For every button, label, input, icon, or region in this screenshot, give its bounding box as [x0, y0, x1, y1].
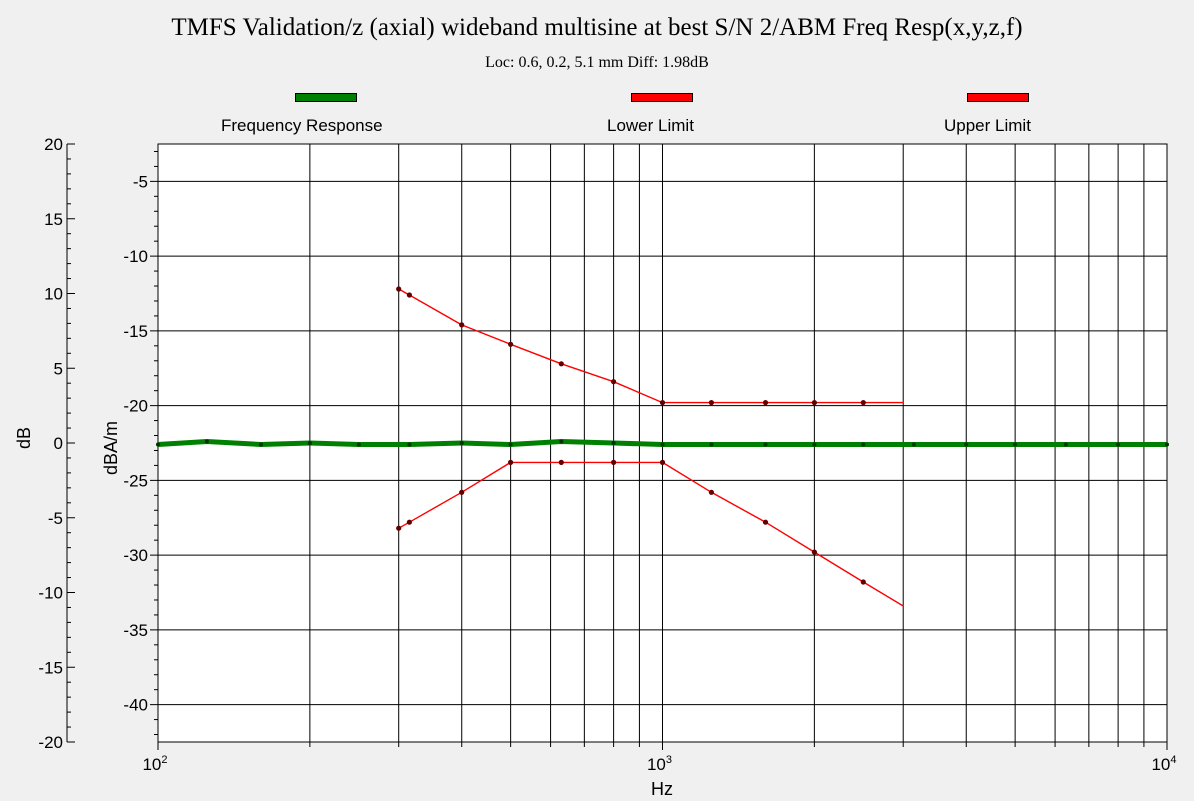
legend-label-upper-limit: Upper Limit [944, 116, 1031, 135]
data-point-upper-limit [558, 361, 564, 367]
x-axis-label: Hz [651, 779, 673, 799]
data-point-frequency-response [861, 442, 866, 447]
data-point-frequency-response [763, 442, 768, 447]
data-point-frequency-response [1013, 442, 1018, 447]
data-point-frequency-response [660, 442, 665, 447]
data-point-upper-limit [708, 400, 715, 406]
x-axis-tick-label: 104 [1151, 754, 1176, 774]
data-point-upper-limit [659, 400, 666, 406]
data-point-upper-limit [508, 341, 514, 347]
data-point-lower-limit [611, 459, 617, 465]
legend-swatch-frequency-response [295, 93, 357, 102]
left-axis-tick-label: 0 [54, 434, 63, 453]
data-point-frequency-response [812, 442, 817, 447]
legend-swatch-lower-limit [631, 93, 693, 102]
legend-label-frequency-response: Frequency Response [221, 116, 383, 135]
left-axis-tick-label: 15 [44, 210, 63, 229]
data-point-frequency-response [156, 442, 160, 447]
data-point-upper-limit [396, 286, 402, 292]
data-point-frequency-response [559, 439, 564, 444]
left-axis-label: dB [14, 427, 34, 449]
data-point-upper-limit [406, 292, 412, 298]
left-axis-tick-label: -20 [38, 733, 63, 752]
data-point-lower-limit [659, 459, 666, 465]
second-axis-tick-label: -30 [123, 546, 148, 565]
second-axis-tick-label: -10 [123, 247, 148, 266]
second-axis-tick-label: -25 [123, 471, 148, 490]
data-point-lower-limit [396, 525, 402, 531]
left-axis-tick-label: -15 [38, 658, 63, 677]
second-axis-tick-label: -15 [123, 322, 148, 341]
x-axis-tick-label: 103 [647, 754, 672, 774]
data-point-frequency-response [356, 442, 361, 447]
data-point-upper-limit [611, 379, 617, 385]
data-point-lower-limit [459, 489, 465, 495]
chart-subtitle: Loc: 0.6, 0.2, 5.1 mm Diff: 1.98dB [485, 54, 709, 71]
legend-swatch-upper-limit [967, 93, 1029, 102]
data-point-lower-limit [406, 519, 412, 525]
data-point-lower-limit [558, 459, 564, 465]
data-point-lower-limit [508, 459, 514, 465]
second-axis-tick-label: -20 [123, 397, 148, 416]
second-axis-tick-label: -35 [123, 621, 148, 640]
second-axis-label: dBA/m [101, 421, 121, 475]
data-point-frequency-response [1063, 442, 1068, 447]
data-point-lower-limit [708, 489, 715, 495]
data-point-frequency-response [407, 442, 412, 447]
left-axis-tick-label: 5 [54, 359, 63, 378]
left-axis-tick-label: 20 [44, 135, 63, 154]
data-point-frequency-response [459, 441, 464, 445]
data-point-frequency-response [307, 441, 312, 445]
data-point-upper-limit [811, 400, 818, 406]
left-axis-tick-label: -10 [38, 584, 63, 603]
left-axis-tick-label: -5 [48, 509, 63, 528]
data-point-frequency-response [611, 441, 616, 445]
data-point-frequency-response [964, 442, 969, 447]
data-point-lower-limit [762, 519, 769, 525]
data-point-lower-limit [811, 549, 818, 555]
data-point-frequency-response [911, 442, 916, 447]
data-point-frequency-response [1116, 442, 1121, 447]
data-point-upper-limit [860, 400, 866, 406]
chart-title: TMFS Validation/z (axial) wideband multi… [171, 14, 1023, 41]
left-axis-tick-label: 10 [44, 285, 63, 304]
data-point-frequency-response [508, 442, 513, 447]
data-point-frequency-response [204, 439, 209, 444]
data-point-lower-limit [860, 579, 866, 585]
data-point-frequency-response [259, 442, 263, 447]
data-point-upper-limit [762, 400, 769, 406]
series-line-lower-limit [398, 461, 904, 607]
legend-label-lower-limit: Lower Limit [607, 116, 694, 135]
second-axis-tick-label: -5 [133, 172, 148, 191]
x-axis-tick-label: 102 [142, 754, 167, 774]
data-point-frequency-response [1165, 442, 1169, 447]
data-point-frequency-response [709, 442, 714, 447]
data-point-upper-limit [459, 322, 465, 328]
second-axis-tick-label: -40 [123, 696, 148, 715]
series-line-upper-limit [398, 288, 904, 404]
